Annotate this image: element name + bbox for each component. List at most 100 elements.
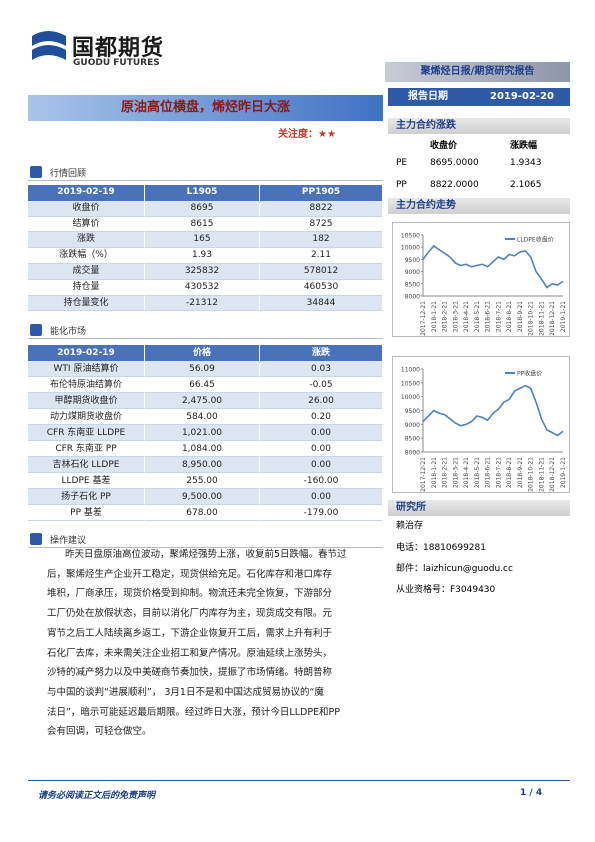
y-tick-label: 10000 bbox=[401, 394, 420, 401]
table-cell: PE bbox=[396, 158, 408, 168]
legend-label: PP收盘价 bbox=[517, 370, 542, 378]
table-cell: 678.00 bbox=[145, 505, 260, 521]
table-cell: 8725 bbox=[260, 216, 383, 233]
table-cell: 持仓量变化 bbox=[28, 295, 145, 312]
y-tick-label: 11000 bbox=[401, 367, 420, 374]
report-type: 聚烯烃日报/期货研究报告 bbox=[385, 62, 570, 82]
table-cell: 8822 bbox=[260, 200, 383, 217]
date: 2019-02-20 bbox=[490, 91, 554, 102]
table-cell: 0.03 bbox=[260, 361, 383, 377]
line bbox=[422, 384, 564, 437]
table-cell: 255.00 bbox=[145, 473, 260, 489]
x-tick-label: 2018-4-21 bbox=[463, 457, 470, 488]
chart: 8000 8500 9000 9500 10000 10500 2017-12-21 2018… bbox=[392, 222, 570, 337]
table-header: 涨跌 bbox=[260, 345, 383, 361]
x-tick-label: 2018-3-21 bbox=[452, 457, 459, 488]
x-tick-label: 2018-11-21 bbox=[538, 301, 545, 336]
x-tick-label: 2018-6-21 bbox=[485, 301, 492, 332]
table-cell: 325832 bbox=[145, 264, 260, 280]
x-tick-label: 2018-4-21 bbox=[463, 301, 470, 332]
table-cell: 0.00 bbox=[260, 441, 383, 457]
table-cell: 584.00 bbox=[145, 409, 260, 425]
x-tick-label: 2018-12-21 bbox=[549, 457, 556, 492]
x-tick-label: 2018-6-21 bbox=[485, 457, 492, 488]
table-cell: 成交量 bbox=[28, 264, 145, 280]
x-tick-label: 2018-10-21 bbox=[528, 457, 535, 492]
x-tick-label: 2018-9-21 bbox=[517, 457, 524, 488]
y-tick-label: 9500 bbox=[405, 257, 420, 264]
y-tick-label: 8000 bbox=[405, 450, 420, 457]
x-tick-label: 2018-8-21 bbox=[506, 457, 513, 488]
table-cell: -160.00 bbox=[260, 473, 383, 489]
x-tick-label: 2018-11-21 bbox=[538, 457, 545, 492]
table-cell: 扬子石化 PP bbox=[28, 489, 145, 505]
logo-en: GUODU FUTURES bbox=[73, 58, 160, 68]
section-heading: 操作建议 bbox=[50, 536, 87, 546]
x-tick-label: 2018-1-21 bbox=[431, 457, 438, 488]
title: 原油高位横盘，烯烃昨日大涨 bbox=[28, 95, 383, 121]
paragraph-line: 昨天日盘原油高位波动，聚烯烃强势上涨，收复前5日跌幅。春节过 bbox=[65, 549, 347, 560]
y-tick-label: 9500 bbox=[405, 408, 420, 415]
paragraph-line: 法日”，暗示可能延迟最后期限。经过昨日大涨，预计今日LLDPE和PP bbox=[47, 706, 341, 718]
table-cell: 1,084.00 bbox=[145, 441, 260, 457]
paragraph-line: 会有回调，可轻仓做空。 bbox=[47, 726, 152, 738]
section-icon bbox=[30, 166, 42, 178]
section-rule bbox=[28, 180, 383, 181]
y-tick-label: 8500 bbox=[405, 281, 420, 288]
table-cell: 430532 bbox=[145, 279, 260, 296]
table-cell: -179.00 bbox=[260, 505, 383, 521]
section-icon bbox=[30, 533, 42, 545]
table-cell: 2,475.00 bbox=[145, 393, 260, 409]
table-header: PP1905 bbox=[260, 185, 383, 201]
table-cell: LLDPE 基差 bbox=[28, 473, 145, 489]
table-cell: WTI 原油结算价 bbox=[28, 361, 145, 377]
table-cell: 收盘价 bbox=[28, 200, 145, 217]
table-cell: 涨跌 bbox=[28, 232, 145, 249]
email: 邮件：laizhicun@guodu.cc bbox=[396, 564, 513, 574]
license: 从业资格号：F3049430 bbox=[396, 585, 496, 595]
x-tick-label: 2018-7-21 bbox=[495, 457, 502, 488]
table-header: 收盘价 bbox=[430, 141, 458, 151]
table-cell: 8822.0000 bbox=[430, 180, 479, 190]
paragraph-line: 沙特的减产努力以及中美磋商节奏加快，提振了市场情绪。特朗普称 bbox=[47, 667, 333, 679]
date-bar bbox=[388, 88, 570, 106]
table-cell: 2.1065 bbox=[510, 180, 542, 190]
table-cell: 甲醇期货收盘价 bbox=[28, 393, 145, 409]
y-tick-label: 8000 bbox=[405, 294, 420, 301]
table-cell: 578012 bbox=[260, 264, 383, 280]
x-tick-label: 2018-2-21 bbox=[442, 301, 449, 332]
table-cell: 9,500.00 bbox=[145, 489, 260, 505]
y-tick-label: 10000 bbox=[401, 245, 420, 252]
phone: 电话：18810699281 bbox=[396, 543, 486, 553]
y-tick-label: 10500 bbox=[401, 233, 420, 240]
table-cell: 布伦特原油结算价 bbox=[28, 377, 145, 393]
logo-cn: 国都期货 bbox=[72, 36, 165, 61]
table-cell: PP bbox=[396, 180, 407, 190]
table-cell: 56.09 bbox=[145, 361, 260, 377]
line bbox=[422, 244, 564, 289]
table-cell: 66.45 bbox=[145, 377, 260, 393]
x-tick-label: 2017-12-21 bbox=[420, 457, 427, 492]
attention: 关注度：★★ bbox=[278, 129, 336, 140]
section-heading: 主力合约走势 bbox=[388, 198, 570, 214]
section-rule bbox=[28, 547, 383, 548]
table-cell: 1.9343 bbox=[510, 158, 542, 168]
x-tick-label: 2018-8-21 bbox=[506, 301, 513, 332]
section-icon bbox=[30, 324, 42, 336]
table-cell: 8615 bbox=[145, 216, 260, 233]
table-header: 2019-02-19 bbox=[28, 345, 145, 361]
table-cell: 8695 bbox=[145, 200, 260, 217]
section-heading: 能化市场 bbox=[50, 327, 87, 337]
logo-icon bbox=[32, 31, 66, 60]
legend-label: LLDPE收盘价 bbox=[517, 236, 554, 244]
paragraph-line: 工厂仍处在放假状态，目前以消化厂内库存为主，现货成交有限。元 bbox=[47, 608, 333, 620]
table-cell: 26.00 bbox=[260, 393, 383, 409]
table-cell: 460530 bbox=[260, 279, 383, 296]
table-cell: 1,021.00 bbox=[145, 425, 260, 441]
section-rule bbox=[28, 338, 383, 339]
x-tick-label: 2019-1-21 bbox=[560, 301, 567, 332]
section-heading: 主力合约涨跌 bbox=[388, 118, 570, 134]
x-tick-label: 2017-12-21 bbox=[420, 301, 427, 336]
table-cell: 1.93 bbox=[145, 248, 260, 264]
